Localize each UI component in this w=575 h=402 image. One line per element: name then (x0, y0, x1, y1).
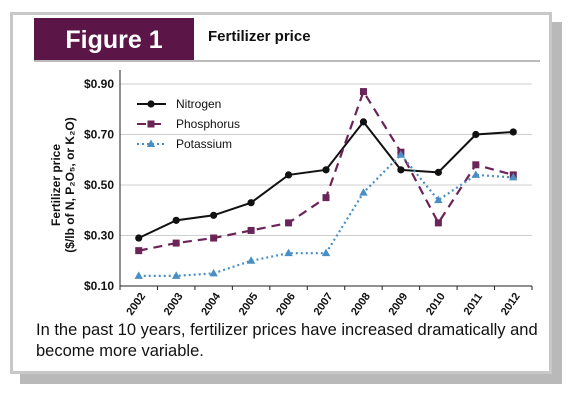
x-tick-label: 2002 (124, 291, 148, 318)
figure-caption: In the past 10 years, fertilizer prices … (36, 321, 538, 360)
data-point-phosphorus (472, 161, 480, 169)
data-point-phosphorus (359, 88, 367, 96)
x-tick-label: 2003 (162, 291, 186, 318)
data-point-nitrogen (397, 166, 405, 174)
x-tick-label: 2007 (312, 291, 336, 318)
data-point-phosphorus (322, 194, 330, 202)
y-axis-title-line2: ($/lb of N, P₂O₅, or K₂O) (63, 117, 77, 253)
y-axis-title-line1: Fertilizer price (49, 144, 63, 226)
legend-label-nitrogen: Nitrogen (176, 97, 221, 111)
data-point-nitrogen (284, 171, 293, 179)
y-tick-label: $0.70 (84, 128, 114, 142)
data-point-potassium (134, 271, 143, 279)
y-tick-label: $0.90 (84, 77, 114, 91)
data-point-nitrogen (472, 130, 480, 139)
data-point-nitrogen (172, 216, 180, 224)
data-point-potassium (321, 248, 331, 257)
x-tick-label: 2012 (499, 291, 523, 318)
data-point-nitrogen (247, 199, 255, 207)
x-tick-label: 2005 (237, 291, 261, 318)
data-point-nitrogen (135, 234, 143, 242)
data-point-potassium (396, 150, 406, 158)
data-point-potassium (471, 170, 481, 178)
data-point-phosphorus (247, 226, 255, 234)
legend-label-phosphorus: Phosphorus (176, 117, 240, 131)
x-tick-label: 2006 (274, 291, 298, 318)
data-point-phosphorus (210, 234, 218, 242)
header-divider (34, 60, 540, 62)
legend-marker-nitrogen (147, 100, 155, 108)
data-point-phosphorus (434, 219, 442, 227)
figure-card (10, 12, 552, 374)
data-point-nitrogen (210, 211, 218, 219)
x-tick-label: 2008 (349, 291, 373, 318)
data-point-phosphorus (285, 219, 293, 227)
data-point-nitrogen (509, 128, 517, 136)
y-tick-label: $0.30 (84, 229, 114, 243)
data-point-potassium (509, 172, 518, 181)
y-tick-label: $0.10 (84, 279, 114, 293)
data-point-potassium (246, 256, 256, 264)
x-tick-label: 2009 (387, 291, 411, 318)
data-point-nitrogen (359, 118, 368, 126)
figure-title: Fertilizer price (208, 28, 311, 45)
data-point-nitrogen (434, 168, 442, 176)
legend-marker-potassium (146, 139, 156, 147)
y-tick-label: $0.50 (84, 178, 114, 192)
figure-badge: Figure 1 (34, 18, 194, 62)
data-point-potassium (434, 195, 443, 204)
x-tick-label: 2010 (424, 291, 448, 318)
data-point-phosphorus (172, 239, 180, 247)
data-point-phosphorus (135, 247, 143, 255)
x-tick-label: 2004 (199, 290, 223, 318)
data-point-potassium (209, 268, 218, 277)
legend-label-potassium: Potassium (176, 137, 232, 151)
x-tick-label: 2011 (462, 291, 486, 317)
data-point-nitrogen (322, 166, 330, 174)
data-point-potassium (359, 188, 368, 196)
data-point-potassium (171, 271, 181, 279)
data-point-potassium (284, 248, 293, 257)
legend-marker-phosphorus (147, 120, 155, 128)
